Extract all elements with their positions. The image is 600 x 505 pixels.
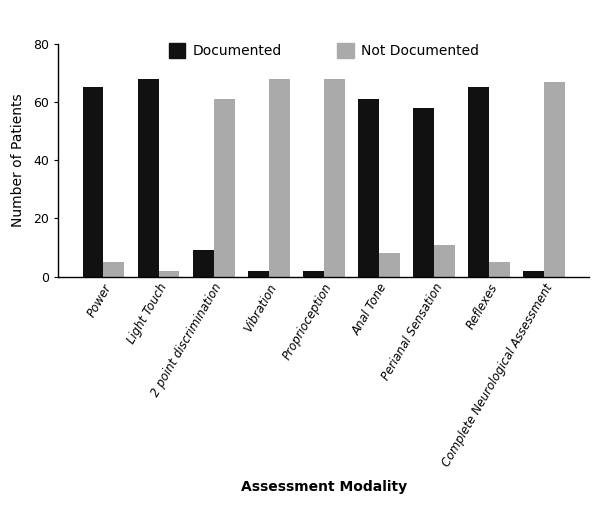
Bar bbox=[158, 271, 179, 277]
Bar bbox=[523, 271, 544, 277]
Bar bbox=[544, 82, 565, 277]
Bar bbox=[137, 79, 158, 277]
Bar bbox=[193, 250, 214, 277]
Bar bbox=[269, 79, 290, 277]
Bar bbox=[413, 108, 434, 277]
Bar bbox=[323, 79, 344, 277]
Bar bbox=[358, 99, 379, 277]
Bar bbox=[379, 253, 400, 277]
Bar bbox=[103, 262, 124, 277]
Bar bbox=[434, 244, 455, 277]
Y-axis label: Number of Patients: Number of Patients bbox=[11, 93, 25, 227]
Legend: Documented, Not Documented: Documented, Not Documented bbox=[164, 39, 483, 62]
Bar bbox=[489, 262, 510, 277]
Bar bbox=[248, 271, 269, 277]
Bar bbox=[214, 99, 235, 277]
Bar bbox=[468, 87, 489, 277]
Bar bbox=[303, 271, 323, 277]
Bar bbox=[83, 87, 103, 277]
X-axis label: Assessment Modality: Assessment Modality bbox=[241, 480, 407, 494]
